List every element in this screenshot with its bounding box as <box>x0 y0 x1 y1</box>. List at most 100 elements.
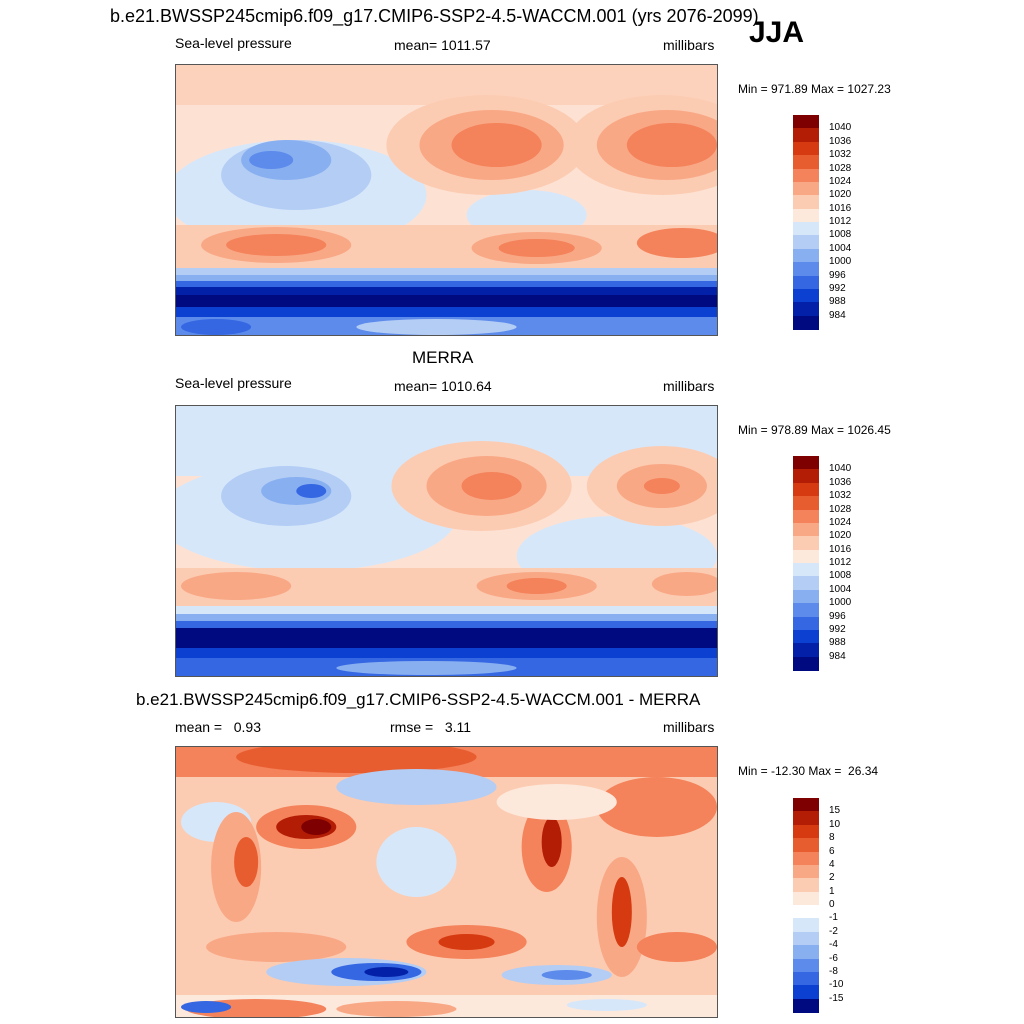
colorbar-swatch <box>793 656 819 671</box>
colorbar-swatch <box>793 141 819 156</box>
colorbar-swatch <box>793 496 819 510</box>
colorbar-swatch <box>793 469 819 484</box>
colorbar-swatch <box>793 629 819 644</box>
colorbar-tick-label: 1028 <box>829 503 852 515</box>
colorbar-tick-label: 1028 <box>829 162 852 174</box>
colorbar-tick-label: 992 <box>829 282 846 294</box>
colorbar-swatch <box>793 195 819 210</box>
colorbar-tick-label: 10 <box>829 818 841 830</box>
colorbar-swatch <box>793 128 819 143</box>
colorbar-swatch <box>793 905 819 919</box>
colorbar-tick-label: 996 <box>829 610 846 622</box>
colorbar-tick-label: 1036 <box>829 135 852 147</box>
colorbar-tick-label: -4 <box>829 939 838 951</box>
colorbar-swatch <box>793 603 819 617</box>
colorbar-swatch <box>793 248 819 263</box>
panel1-mean-label: mean= 1011.57 <box>394 37 491 53</box>
colorbar-swatch <box>793 971 819 986</box>
colorbar-swatch <box>793 811 819 826</box>
panel3-minmax-label: Min = -12.30 Max = 26.34 <box>738 764 879 778</box>
colorbar-swatch <box>793 864 819 879</box>
colorbar-swatch <box>793 798 819 812</box>
colorbar-tick-label: 1024 <box>829 175 852 187</box>
panel1-variable-label: Sea-level pressure <box>175 35 292 51</box>
colorbar-swatch <box>793 262 819 276</box>
colorbar-swatch <box>793 315 819 330</box>
colorbar-tick-label: 1000 <box>829 256 852 268</box>
colorbar-tick-label: 984 <box>829 650 846 662</box>
colorbar-tick-label: 1024 <box>829 516 852 528</box>
colorbar-tick-label: 2 <box>829 872 835 884</box>
colorbar-tick-label: 992 <box>829 623 846 635</box>
panel3-mean-label: mean = 0.93 <box>175 719 262 735</box>
season-label: JJA <box>749 16 805 49</box>
panel3-units-label: millibars <box>663 719 715 735</box>
colorbar-swatch <box>793 275 819 290</box>
colorbar-tick-label: 984 <box>829 309 846 321</box>
colorbar-swatch <box>793 931 819 946</box>
panel2-minmax-label: Min = 978.89 Max = 1026.45 <box>738 423 891 437</box>
panel2-mean-label: mean= 1010.64 <box>394 378 492 394</box>
panel1-title: b.e21.BWSSP245cmip6.f09_g17.CMIP6-SSP2-4… <box>110 6 759 26</box>
colorbar-tick-label: -15 <box>829 992 844 1004</box>
colorbar-swatch <box>793 482 819 497</box>
colorbar-swatch <box>793 958 819 973</box>
colorbar-tick-label: 988 <box>829 296 846 308</box>
colorbar-tick-label: -1 <box>829 912 838 924</box>
panel1-colorbar: 1040 1036 1032 1028 1024 1020 1016 1012 1008 1004… <box>793 115 851 330</box>
panel3-rmse-label: rmse = 3.11 <box>390 719 472 735</box>
colorbar-swatch <box>793 998 819 1013</box>
colorbar-swatch <box>793 168 819 183</box>
colorbar-tick-label: 1000 <box>829 597 852 609</box>
colorbar-swatch <box>793 302 819 317</box>
colorbar-swatch <box>793 181 819 196</box>
colorbar-swatch <box>793 985 819 1000</box>
colorbar-swatch <box>793 589 819 604</box>
colorbar-tick-label: -8 <box>829 965 838 977</box>
panel1-minmax-label: Min = 971.89 Max = 1027.23 <box>738 82 891 96</box>
colorbar-swatch <box>793 235 819 250</box>
colorbar-tick-label: -2 <box>829 925 838 937</box>
colorbar-swatch <box>793 851 819 866</box>
colorbar-tick-label: 1016 <box>829 202 852 214</box>
colorbar-tick-label: 1004 <box>829 583 852 595</box>
colorbar-tick-label: 996 <box>829 269 846 281</box>
colorbar-tick-label: 0 <box>829 899 835 910</box>
colorbar-swatch <box>793 563 819 577</box>
colorbar-swatch <box>793 549 819 564</box>
colorbar-tick-label: -10 <box>829 979 844 991</box>
colorbar-swatch <box>793 155 819 169</box>
colorbar-tick-label: 1036 <box>829 476 852 488</box>
colorbar-tick-label: 4 <box>829 858 835 870</box>
colorbar-swatch <box>793 616 819 631</box>
colorbar-tick-label: 1012 <box>829 216 852 227</box>
colorbar-swatch <box>793 456 819 470</box>
colorbar-swatch <box>793 878 819 893</box>
panel3-map <box>175 746 718 1018</box>
panel2-map <box>175 405 718 677</box>
panel2-contour-field <box>176 406 717 676</box>
colorbar-tick-label: 15 <box>829 805 841 817</box>
panel1-map <box>175 64 718 336</box>
colorbar-tick-label: 1012 <box>829 557 852 568</box>
panel2-units-label: millibars <box>663 378 715 394</box>
panel1-units-label: millibars <box>663 37 715 53</box>
colorbar-swatch <box>793 208 819 223</box>
colorbar-tick-label: 1008 <box>829 570 852 582</box>
panel3-colorbar: 15 10 8 6 4 2 1 0 -1 -2 -4 -6 -8 -10 -15 <box>793 798 843 1013</box>
colorbar-swatch <box>793 576 819 591</box>
colorbar-tick-label: 1020 <box>829 530 852 542</box>
colorbar-swatch <box>793 222 819 236</box>
colorbar-swatch <box>793 945 819 959</box>
panel3-title: b.e21.BWSSP245cmip6.f09_g17.CMIP6-SSP2-4… <box>136 690 701 709</box>
panel1-contour-field <box>176 65 717 335</box>
colorbar-swatch <box>793 288 819 303</box>
colorbar-tick-label: 988 <box>829 637 846 649</box>
colorbar-swatch <box>793 522 819 537</box>
colorbar-swatch <box>793 918 819 933</box>
colorbar-tick-label: 1020 <box>829 189 852 201</box>
colorbar-tick-label: 1032 <box>829 149 852 161</box>
colorbar-tick-label: 1 <box>829 885 835 897</box>
colorbar-tick-label: 1040 <box>829 463 852 475</box>
colorbar-tick-label: 1040 <box>829 122 852 134</box>
